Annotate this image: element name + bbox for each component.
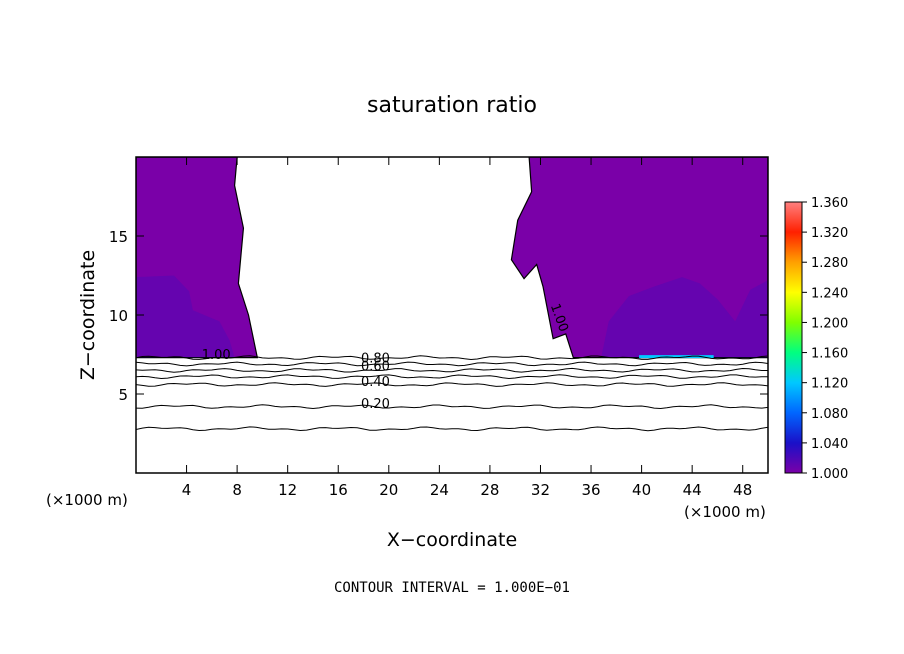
colorbar-tick-label: 1.320 bbox=[811, 226, 848, 241]
x-tick-label: 24 bbox=[430, 481, 449, 499]
contour-label: 0.80 bbox=[361, 351, 390, 366]
x-tick-label: 12 bbox=[278, 481, 297, 499]
contour-interval-note: CONTOUR INTERVAL = 1.000E−01 bbox=[334, 580, 570, 596]
colorbar: 1.000 1.040 1.080 1.120 1.160 1.200 1.240 1.280… bbox=[784, 196, 848, 482]
x-tick-label: 48 bbox=[733, 481, 752, 499]
x-tick-label: 20 bbox=[379, 481, 398, 499]
x-tick-label: 40 bbox=[632, 481, 651, 499]
contour-lines bbox=[136, 355, 768, 432]
contour-line bbox=[136, 426, 768, 432]
left-cloud-region bbox=[136, 157, 259, 359]
x-axis-ticks: 4 8 12 16 20 24 28 32 36 40 44 48 bbox=[182, 157, 752, 499]
contour-line bbox=[136, 355, 768, 361]
cloud-shading bbox=[136, 275, 235, 358]
x-tick-label: 28 bbox=[480, 481, 499, 499]
x-tick-label: 8 bbox=[232, 481, 242, 499]
colorbar-tick-label: 1.040 bbox=[811, 437, 848, 452]
colorbar-gradient bbox=[784, 201, 803, 474]
cloud-shading bbox=[601, 277, 768, 358]
x-unit-right: (×1000 m) bbox=[684, 503, 766, 521]
colorbar-tick-label: 1.280 bbox=[811, 256, 848, 271]
colorbar-tick-label: 1.200 bbox=[811, 316, 848, 331]
contour-line bbox=[136, 382, 768, 387]
colorbar-tick-label: 1.080 bbox=[811, 407, 848, 422]
colorbar-tick-label: 1.120 bbox=[811, 377, 848, 392]
x-unit-left: (×1000 m) bbox=[46, 491, 128, 509]
x-tick-label: 32 bbox=[531, 481, 550, 499]
contour-label: 0.20 bbox=[361, 397, 390, 412]
y-axis-label: Z−coordinate bbox=[77, 250, 99, 380]
y-tick-label: 10 bbox=[109, 307, 128, 325]
colorbar-tick-label: 1.000 bbox=[811, 467, 848, 482]
contour-line bbox=[136, 367, 768, 373]
x-tick-label: 16 bbox=[329, 481, 348, 499]
colorbar-ticks: 1.000 1.040 1.080 1.120 1.160 1.200 1.240 1.280… bbox=[802, 196, 848, 482]
contour-label: 1.00 bbox=[202, 348, 231, 363]
chart-title: saturation ratio bbox=[367, 93, 537, 118]
x-tick-label: 4 bbox=[182, 481, 192, 499]
saturation-field bbox=[136, 157, 768, 359]
contour-label: 0.40 bbox=[361, 375, 390, 390]
contour-label: 0.60 bbox=[361, 359, 390, 374]
x-axis-label: X−coordinate bbox=[387, 529, 517, 551]
colorbar-tick-label: 1.160 bbox=[811, 347, 848, 362]
contour-line bbox=[136, 361, 768, 367]
colorbar-tick-label: 1.240 bbox=[811, 286, 848, 301]
colorbar-tick-label: 1.360 bbox=[811, 196, 848, 211]
right-cloud-region bbox=[510, 157, 768, 359]
y-axis-ticks: 5 10 15 bbox=[109, 228, 768, 404]
y-tick-label: 15 bbox=[109, 228, 128, 246]
contour-line bbox=[136, 374, 768, 380]
y-tick-label: 5 bbox=[118, 386, 128, 404]
contour-line bbox=[136, 404, 768, 410]
x-tick-label: 44 bbox=[683, 481, 702, 499]
x-tick-label: 36 bbox=[581, 481, 600, 499]
